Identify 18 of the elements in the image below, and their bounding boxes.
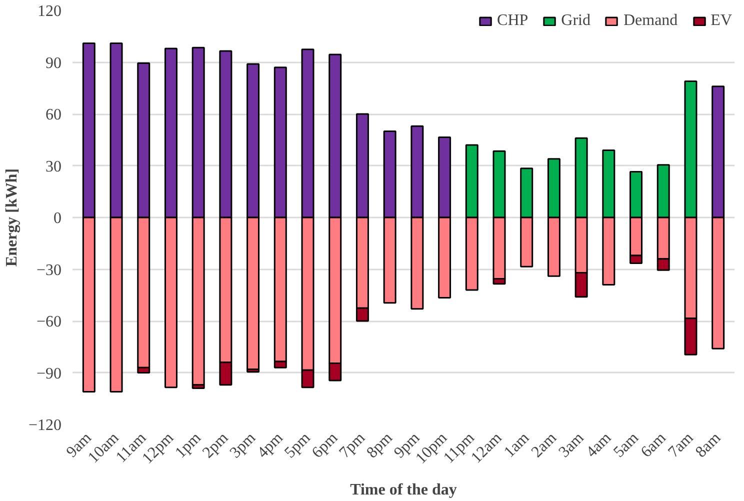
x-tick-label: 5am: [610, 429, 642, 461]
legend-label: EV: [710, 12, 732, 30]
x-tick-label: 3am: [556, 429, 588, 461]
x-tick-label: 5pm: [282, 429, 314, 462]
legend-label: Grid: [561, 12, 590, 30]
y-tick-label: 90: [46, 54, 62, 72]
y-tick-label: −30: [36, 262, 62, 279]
y-axis-title: Energy [kWh]: [3, 168, 20, 267]
y-tick-label: −60: [36, 314, 62, 330]
legend-label: CHP: [497, 12, 528, 30]
y-tick-label: −120: [28, 417, 62, 434]
legend-label: Demand: [623, 12, 678, 30]
x-axis-title: Time of the day: [350, 481, 457, 498]
y-tick-label: 60: [46, 106, 62, 124]
y-tick-label: −90: [36, 365, 62, 382]
y-tick-label: 30: [46, 158, 62, 176]
y-tick-label: 120: [38, 3, 62, 20]
y-tick-label: 0: [54, 210, 62, 227]
